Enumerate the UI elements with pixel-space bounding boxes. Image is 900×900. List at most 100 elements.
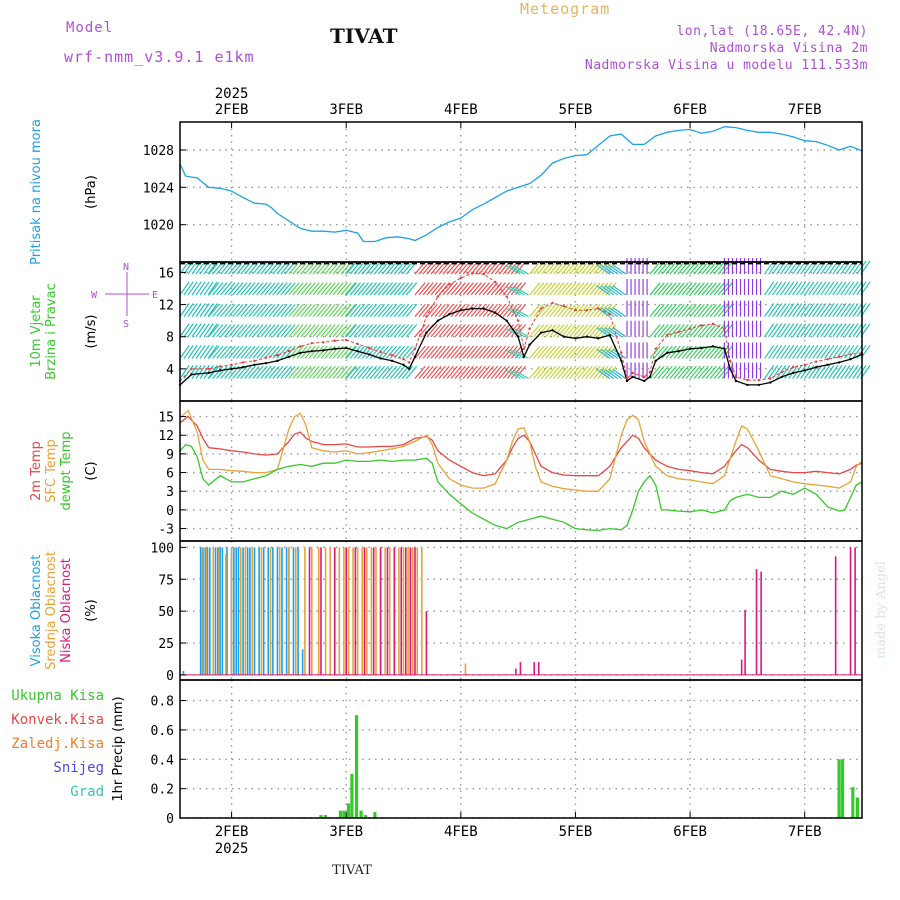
- wind-barb: [385, 261, 398, 275]
- wind-barb: [336, 365, 348, 379]
- wind-barb: [344, 261, 356, 275]
- wind-barb: [557, 303, 569, 318]
- wind-barb: [701, 303, 713, 318]
- wind-barb: [381, 365, 394, 379]
- wind-barb: [514, 265, 529, 275]
- wind-barb: [796, 365, 807, 379]
- wind-barb: [494, 345, 506, 359]
- wind-barb: [268, 365, 280, 379]
- wind-point: [620, 359, 623, 363]
- wind-barb: [385, 324, 398, 338]
- wind-barb: [276, 345, 288, 359]
- wind-barb: [832, 365, 843, 379]
- wind-barb: [272, 345, 284, 359]
- wind-barb: [510, 303, 523, 318]
- y-tick-label: 1020: [143, 219, 174, 234]
- wind-barb: [768, 303, 779, 317]
- wind-barb: [232, 282, 244, 296]
- wind-barb: [533, 324, 545, 338]
- wind-barb: [812, 365, 823, 379]
- wind-point: [734, 375, 738, 379]
- wind-barb: [268, 324, 280, 338]
- wind-barb: [373, 324, 386, 338]
- wind-barb: [593, 261, 605, 275]
- wind-barb: [191, 303, 202, 317]
- wind-barb: [438, 365, 450, 379]
- wind-barb: [458, 303, 470, 318]
- wind-barb: [498, 303, 510, 318]
- clouds-bar: [363, 547, 366, 675]
- wind-barb: [486, 324, 498, 338]
- wind-barb: [228, 345, 240, 359]
- wind-barb: [300, 365, 312, 379]
- wind-barb: [612, 368, 627, 379]
- wind-barb: [573, 365, 585, 379]
- wind-barb: [600, 327, 615, 338]
- wind-barb: [361, 303, 373, 318]
- wind-barb: [768, 365, 779, 379]
- wind-barb: [780, 323, 791, 338]
- wind-barb: [844, 281, 855, 296]
- wind-barb: [336, 303, 348, 318]
- wind-barb: [280, 282, 292, 296]
- wind-point: [665, 351, 669, 354]
- wind-point: [574, 337, 577, 340]
- wind-barb: [800, 303, 811, 317]
- wind-barb: [596, 285, 611, 296]
- clouds-bar: [262, 547, 265, 675]
- wind-barb: [593, 303, 605, 318]
- wind-barb: [529, 261, 541, 275]
- wind-point: [448, 313, 451, 316]
- wind-barb: [673, 345, 685, 359]
- wind-barb: [252, 303, 264, 318]
- wind-barb: [320, 365, 332, 379]
- wind-barb: [353, 261, 365, 275]
- wind-barb: [800, 365, 811, 379]
- wind-barb: [669, 324, 681, 338]
- wind-barb: [300, 282, 312, 296]
- wind-point: [539, 331, 543, 334]
- wind-barb: [470, 303, 482, 318]
- wind-point: [792, 366, 795, 369]
- clouds-bar: [246, 547, 249, 675]
- wind-barb: [320, 282, 332, 296]
- y-tick-label: 8: [166, 331, 174, 346]
- wind-barb: [788, 344, 799, 359]
- wind-barb: [812, 323, 823, 338]
- wind-barb: [701, 324, 713, 338]
- clouds-bar: [212, 547, 215, 675]
- wind-barb: [264, 345, 276, 359]
- wind-barb: [482, 324, 494, 338]
- precip-bar: [364, 815, 368, 818]
- wind-barb: [498, 345, 510, 359]
- wind-barb: [207, 303, 218, 317]
- top-date-label: 2FEB: [215, 102, 249, 118]
- wind-point: [408, 367, 411, 371]
- wind-barb: [612, 264, 627, 275]
- wind-point: [597, 307, 600, 310]
- top-date-label: 5FEB: [559, 102, 593, 118]
- wind-point: [345, 338, 348, 342]
- wind-barb: [597, 345, 609, 359]
- y-tick-label: 25: [158, 637, 174, 652]
- wind-barb: [328, 282, 340, 296]
- wind-barb: [191, 323, 202, 338]
- wind-barb: [812, 303, 823, 317]
- y-tick-label: 1028: [143, 144, 174, 159]
- wind-barbs: [179, 258, 871, 380]
- wind-barb: [336, 261, 348, 275]
- wind-barb: [612, 348, 627, 359]
- wind-barb: [597, 324, 609, 338]
- wind-barb: [430, 303, 442, 318]
- clouds-bar: [740, 659, 743, 675]
- wind-barb: [438, 303, 450, 318]
- wind-point: [379, 357, 382, 360]
- wind-barb: [450, 324, 462, 338]
- clouds-bar: [288, 547, 290, 675]
- precip-bar: [346, 803, 351, 818]
- wind-barb: [561, 261, 573, 275]
- wind-barb: [537, 345, 549, 359]
- wind-barb: [608, 368, 623, 379]
- wind-barb: [533, 282, 545, 296]
- precip-legend-item: Konvek.Kisa: [11, 712, 104, 728]
